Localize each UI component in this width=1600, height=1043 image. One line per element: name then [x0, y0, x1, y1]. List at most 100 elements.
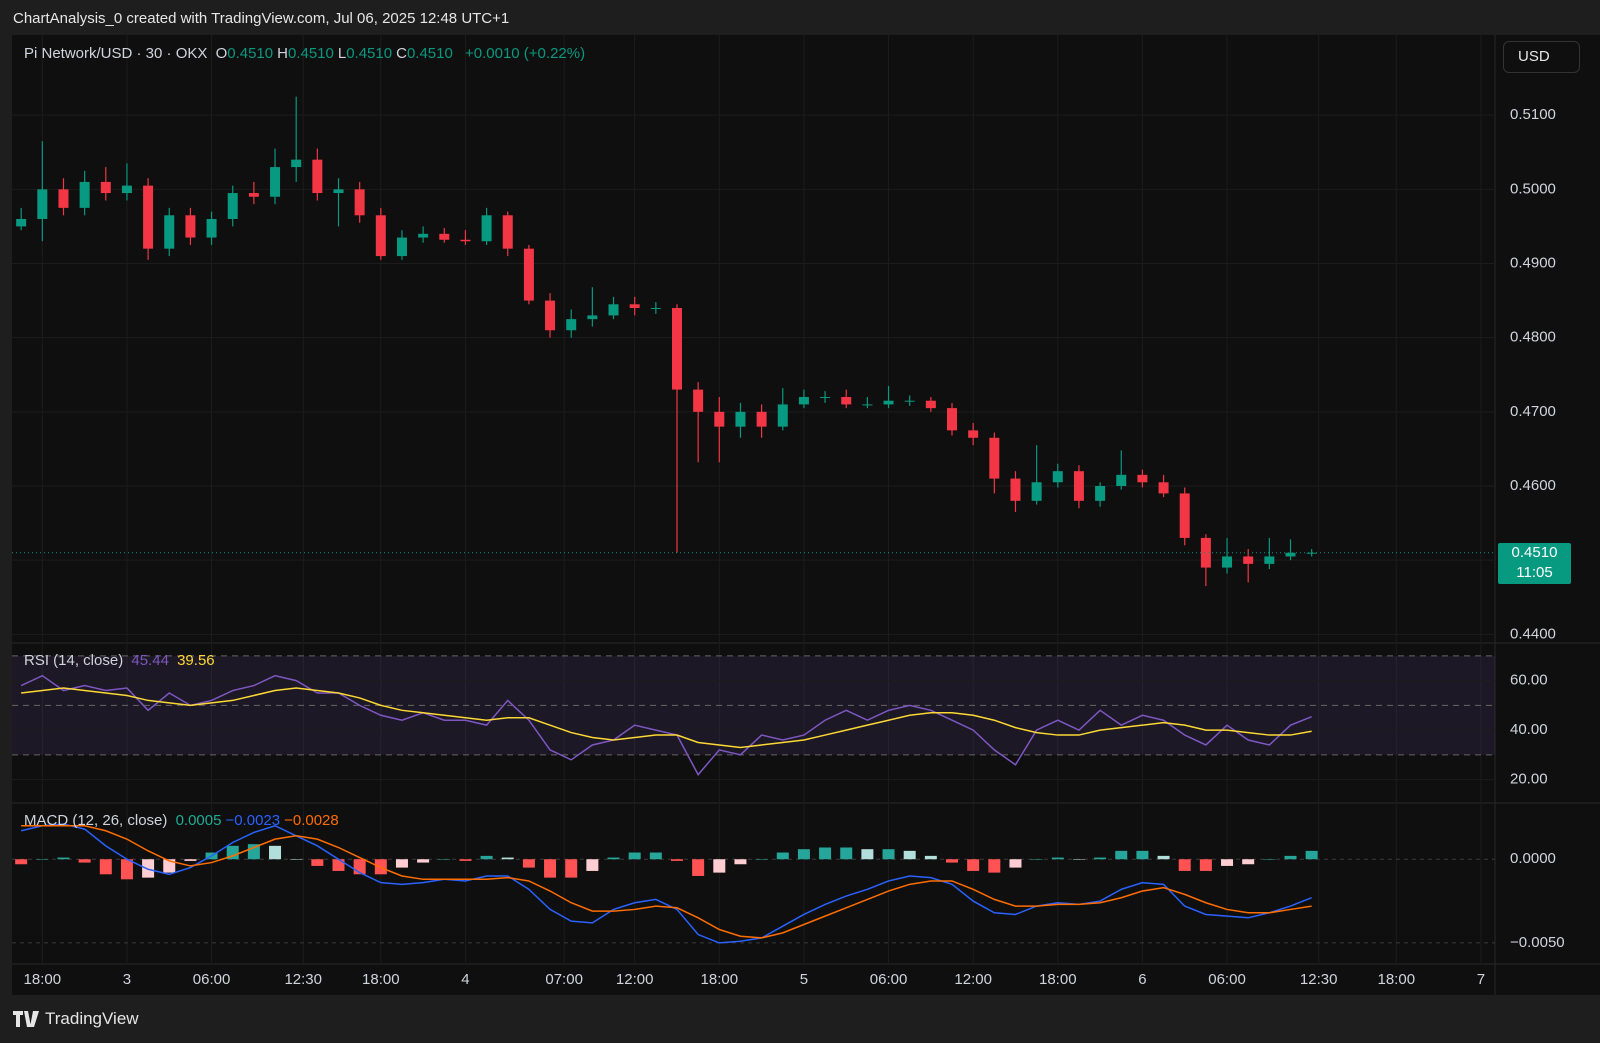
ohlc-value: 0.4510: [287, 45, 334, 62]
macd-histogram-bar: [78, 859, 91, 863]
macd-histogram-bar: [628, 852, 641, 860]
candle-body: [37, 189, 48, 219]
y-tick-label: 0.4900: [1510, 254, 1556, 271]
time-axis: 18:00 3 06:00 12:30 18:00 4 07:00 12:00 18:00 5 06…: [24, 35, 1485, 988]
macd-histogram-bar: [1094, 857, 1107, 860]
candle-body: [523, 248, 534, 301]
macd-legend-value: −0.0023: [225, 812, 281, 829]
candle-body: [121, 185, 132, 194]
y-tick-label: 40.00: [1510, 721, 1548, 738]
candle-body: [270, 167, 281, 197]
macd-histogram-bar: [120, 859, 133, 880]
symbol: Pi Network/USD · 30 · OKX: [24, 45, 208, 62]
x-tick-label: 07:00: [545, 971, 583, 988]
macd-histogram-bar: [332, 859, 345, 871]
macd-histogram-bar: [1221, 859, 1234, 866]
rsi-title: RSI (14, close): [24, 652, 124, 669]
macd-histogram-bar: [480, 855, 493, 860]
macd-legend: MACD (12, 26, close) 0.0005 −0.0023 −0.002…: [24, 812, 343, 829]
candle-body: [1264, 556, 1275, 564]
brand-logo: [13, 1011, 39, 1027]
indicator-line: [21, 687, 1312, 749]
ohlc-key: H: [277, 45, 288, 62]
macd-histogram-bar: [417, 859, 430, 863]
candle-body: [375, 215, 386, 257]
macd-histogram-bar: [1263, 859, 1276, 860]
macd-histogram-bar: [311, 859, 324, 866]
macd-histogram-bar: [522, 859, 535, 868]
candle-body: [968, 430, 979, 438]
candle-body: [1285, 552, 1296, 557]
candle-body: [58, 189, 69, 208]
x-tick-label: 3: [123, 971, 131, 988]
macd-histogram-bar: [395, 859, 408, 868]
candle-body: [714, 411, 725, 427]
rsi-legend: RSI (14, close) 45.44 39.56: [24, 652, 219, 669]
candle-body: [16, 218, 27, 227]
macd-histogram-bar: [882, 849, 895, 860]
rsi-ma-value: 39.56: [177, 652, 215, 669]
candle-body: [79, 181, 90, 208]
macd-histogram-bar: [290, 859, 303, 860]
candle-body: [227, 193, 238, 219]
macd-histogram-bar: [1115, 850, 1128, 860]
macd-histogram-bar: [1136, 850, 1149, 860]
macd-histogram-bar: [374, 859, 387, 875]
candle-body: [481, 215, 492, 242]
macd-histogram-bar: [819, 847, 832, 860]
candle-body: [354, 189, 365, 216]
footer-brand: TradingView: [13, 1009, 139, 1029]
macd-histogram-bar: [988, 859, 1001, 873]
macd-histogram-bar: [967, 859, 980, 871]
y-tick-label: 0.0000: [1510, 850, 1556, 867]
macd-histogram-bar: [269, 845, 282, 860]
macd-histogram-bar: [946, 859, 959, 863]
candle-body: [650, 307, 661, 309]
candle-body: [693, 389, 704, 412]
macd-legend-value: −0.0028: [284, 812, 339, 829]
currency-button[interactable]: USD: [1503, 41, 1580, 73]
macd-histogram-bar: [565, 859, 578, 878]
macd-legend-value: 0.0005: [175, 812, 222, 829]
candle-body: [1095, 485, 1106, 501]
candle-body: [185, 215, 196, 238]
x-tick-label: 6: [1138, 971, 1146, 988]
candle-body: [798, 396, 809, 405]
candle-body: [396, 237, 407, 257]
candle-body: [1010, 478, 1021, 501]
ohlc-value: 0.4510: [227, 45, 274, 62]
candle-body: [291, 159, 302, 168]
candle-body: [904, 400, 915, 402]
x-tick-label: 4: [461, 971, 469, 988]
candle-body: [312, 159, 323, 194]
x-tick-label: 06:00: [870, 971, 908, 988]
macd-histogram-bar: [649, 852, 662, 860]
macd-histogram-bar: [15, 859, 28, 865]
macd-histogram-bar: [755, 859, 768, 860]
y-tick-label: 0.5000: [1510, 180, 1556, 197]
x-tick-label: 7: [1477, 971, 1485, 988]
x-tick-label: 12:30: [1300, 971, 1338, 988]
x-tick-label: 5: [800, 971, 808, 988]
macd-histogram-bar: [607, 857, 620, 860]
ohlc-key: L: [337, 45, 347, 62]
countdown: 11:05: [1516, 564, 1553, 581]
candle-body: [1052, 471, 1063, 483]
macd-histogram-bar: [99, 859, 112, 875]
y-tick-label: 0.4600: [1510, 477, 1556, 494]
candle-body: [1116, 474, 1127, 486]
macd-histogram-bar: [924, 855, 937, 860]
candle-body: [989, 437, 1000, 479]
candle-body: [777, 404, 788, 427]
indicator-line: [21, 825, 1312, 939]
candle-body: [1179, 493, 1190, 538]
candle-body: [460, 239, 471, 242]
y-tick-label: 0.4700: [1510, 403, 1556, 420]
macd-histogram-bar: [1072, 859, 1085, 860]
macd-histogram-bar: [1242, 859, 1255, 865]
candle-body: [545, 300, 556, 331]
candle-body: [1073, 471, 1084, 501]
candle-body: [629, 304, 640, 308]
